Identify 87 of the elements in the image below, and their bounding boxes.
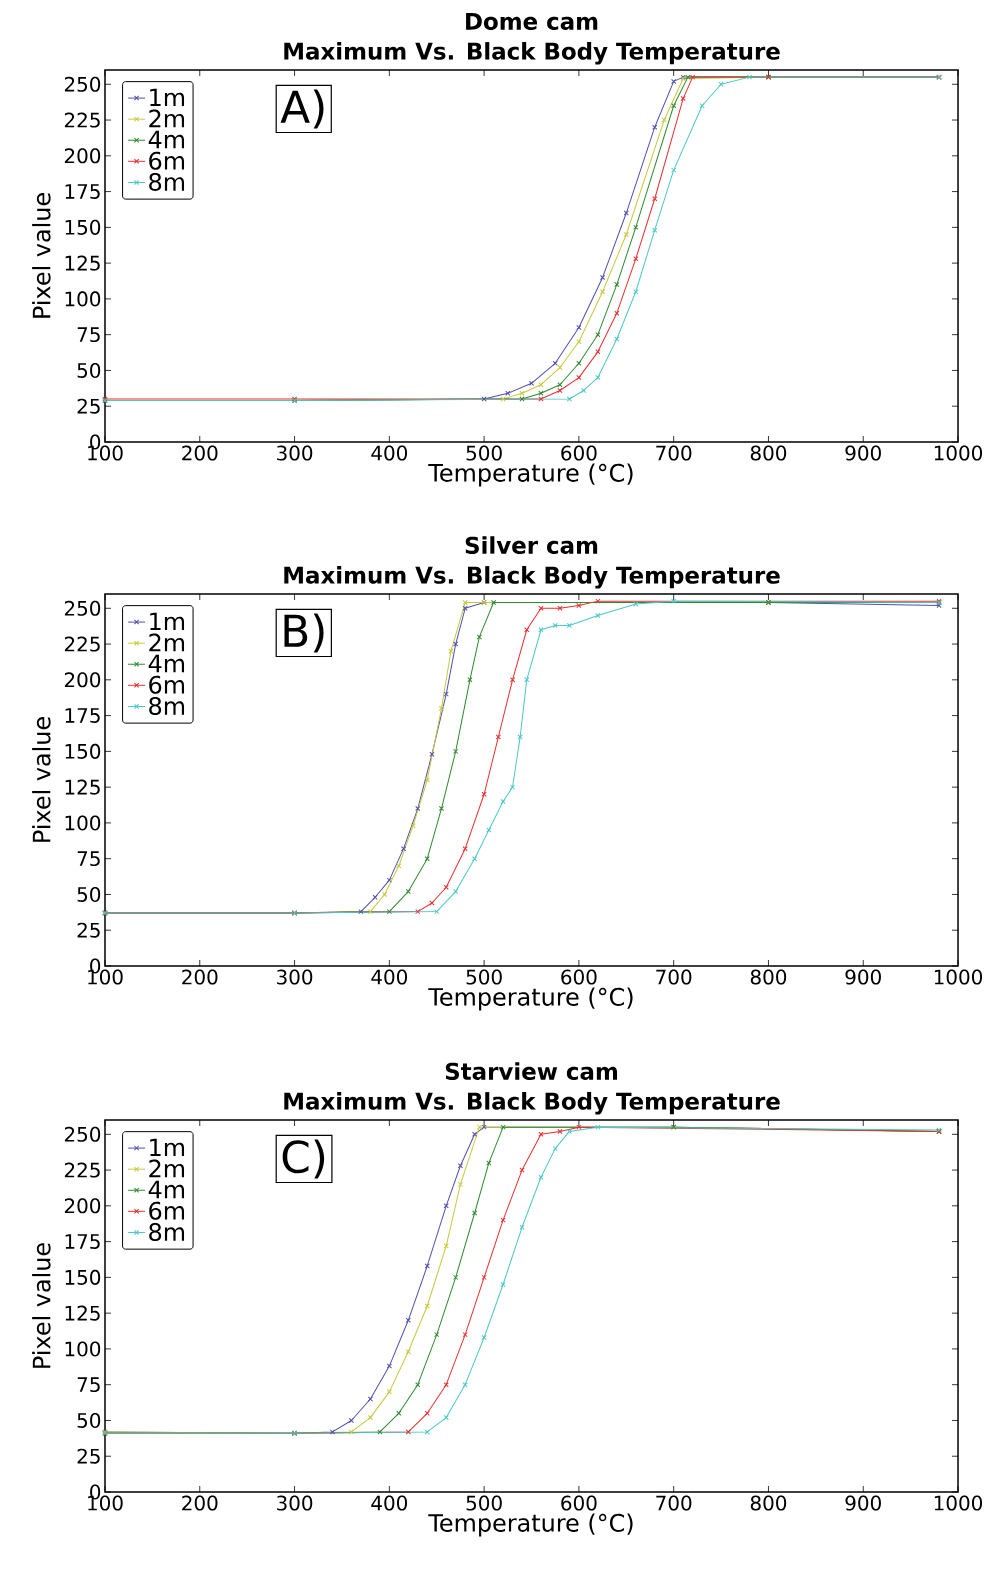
x-tick-label: 200 (182, 445, 218, 461)
legend-label: 6m (149, 675, 185, 694)
x-tick-label: 1000 (934, 445, 983, 461)
x-tick-label: 400 (371, 445, 408, 461)
legend-label: 2m (149, 109, 185, 128)
x-tick-label: 400 (371, 969, 408, 985)
x-tick-label: 1000 (934, 969, 983, 985)
y-tick-label: 75 (77, 327, 100, 343)
x-axis-title: Temperature (°C) (428, 1513, 633, 1537)
annotation: B) (284, 613, 324, 653)
y-tick-label: 225 (64, 1162, 100, 1178)
y-tick-label: 250 (64, 76, 101, 92)
annotation: C) (282, 1139, 325, 1179)
y-tick-label: 175 (65, 184, 100, 199)
annotation: A) (280, 89, 324, 129)
y-tick-label: 50 (77, 886, 101, 902)
chart-subtitle: Maximum Vs. Black Body Temperature (284, 566, 780, 589)
y-tick-label: 150 (65, 743, 101, 759)
chart-title: Starview cam (445, 1062, 618, 1080)
chart-subtitle: Maximum Vs. Black Body Temperature (284, 1092, 780, 1115)
legend-label: 8m (149, 1222, 185, 1241)
y-tick-label: 125 (65, 255, 100, 271)
legend-label: 1m (150, 1138, 185, 1157)
legend-label: 1m (150, 88, 185, 107)
x-tick-label: 200 (182, 1495, 218, 1511)
x-tick-label: 800 (750, 969, 787, 985)
legend-label: 1m (150, 612, 185, 631)
y-tick-label: 75 (77, 1377, 100, 1393)
x-tick-label: 600 (561, 445, 597, 461)
y-tick-label: 100 (65, 291, 101, 307)
y-tick-label: 100 (65, 1341, 101, 1357)
x-tick-label: 800 (750, 1495, 787, 1511)
x-tick-label: 500 (466, 1495, 502, 1511)
x-tick-label: 900 (845, 445, 881, 461)
y-tick-label: 175 (65, 708, 100, 723)
x-tick-label: 600 (561, 969, 597, 985)
x-tick-label: 400 (371, 1495, 408, 1511)
y-tick-label: 250 (64, 1126, 101, 1142)
y-axis-title: Pixel value (32, 717, 51, 842)
y-tick-label: 150 (65, 219, 101, 235)
legend-label: 6m (149, 151, 185, 170)
y-tick-label: 225 (64, 112, 100, 128)
legend-label: 8m (149, 172, 185, 191)
y-tick-label: 25 (77, 398, 100, 414)
legend-label: 2m (149, 1159, 185, 1178)
x-tick-label: 700 (656, 969, 692, 985)
x-tick-label: 600 (561, 1495, 597, 1511)
y-tick-label: 75 (77, 851, 100, 867)
y-tick-label: 150 (65, 1269, 101, 1285)
y-tick-label: 125 (65, 779, 100, 795)
x-tick-label: 700 (656, 445, 692, 461)
x-axis-title: Temperature (°C) (428, 463, 633, 487)
legend-label: 2m (149, 633, 185, 652)
y-axis-title: Pixel value (32, 193, 51, 318)
x-axis-title: Temperature (°C) (428, 987, 633, 1011)
legend-label: 4m (148, 1180, 185, 1199)
x-tick-label: 300 (277, 1495, 313, 1511)
y-axis-title: Pixel value (32, 1243, 51, 1368)
x-tick-label: 500 (466, 445, 502, 461)
y-tick-label: 200 (64, 148, 101, 164)
x-tick-label: 200 (182, 969, 218, 985)
legend-label: 4m (148, 130, 185, 149)
y-tick-label: 200 (64, 672, 101, 688)
legend-label: 4m (148, 654, 185, 673)
x-tick-label: 300 (277, 969, 313, 985)
x-tick-label: 800 (750, 445, 787, 461)
y-tick-label: 225 (64, 636, 100, 652)
x-tick-label: 900 (845, 1495, 881, 1511)
y-tick-label: 100 (65, 815, 101, 831)
chart-subtitle: Maximum Vs. Black Body Temperature (284, 42, 780, 65)
x-tick-label: 700 (656, 1495, 692, 1511)
chart-title: Dome cam (466, 12, 598, 30)
y-tick-label: 125 (65, 1305, 100, 1321)
y-tick-label: 25 (77, 1448, 100, 1464)
y-tick-label: 50 (77, 1412, 101, 1428)
x-tick-label: 1000 (934, 1495, 983, 1511)
y-tick-label: 25 (77, 922, 100, 938)
y-tick-label: 50 (77, 362, 101, 378)
y-tick-label: 175 (65, 1234, 100, 1250)
chart-title: Silver cam (465, 536, 598, 554)
x-tick-label: 300 (277, 445, 313, 461)
y-tick-label: 250 (64, 600, 101, 616)
x-tick-label: 900 (845, 969, 881, 985)
y-tick-label: 200 (64, 1198, 101, 1214)
x-tick-label: 500 (466, 969, 502, 985)
legend-label: 8m (149, 696, 185, 715)
legend-label: 6m (149, 1201, 185, 1220)
